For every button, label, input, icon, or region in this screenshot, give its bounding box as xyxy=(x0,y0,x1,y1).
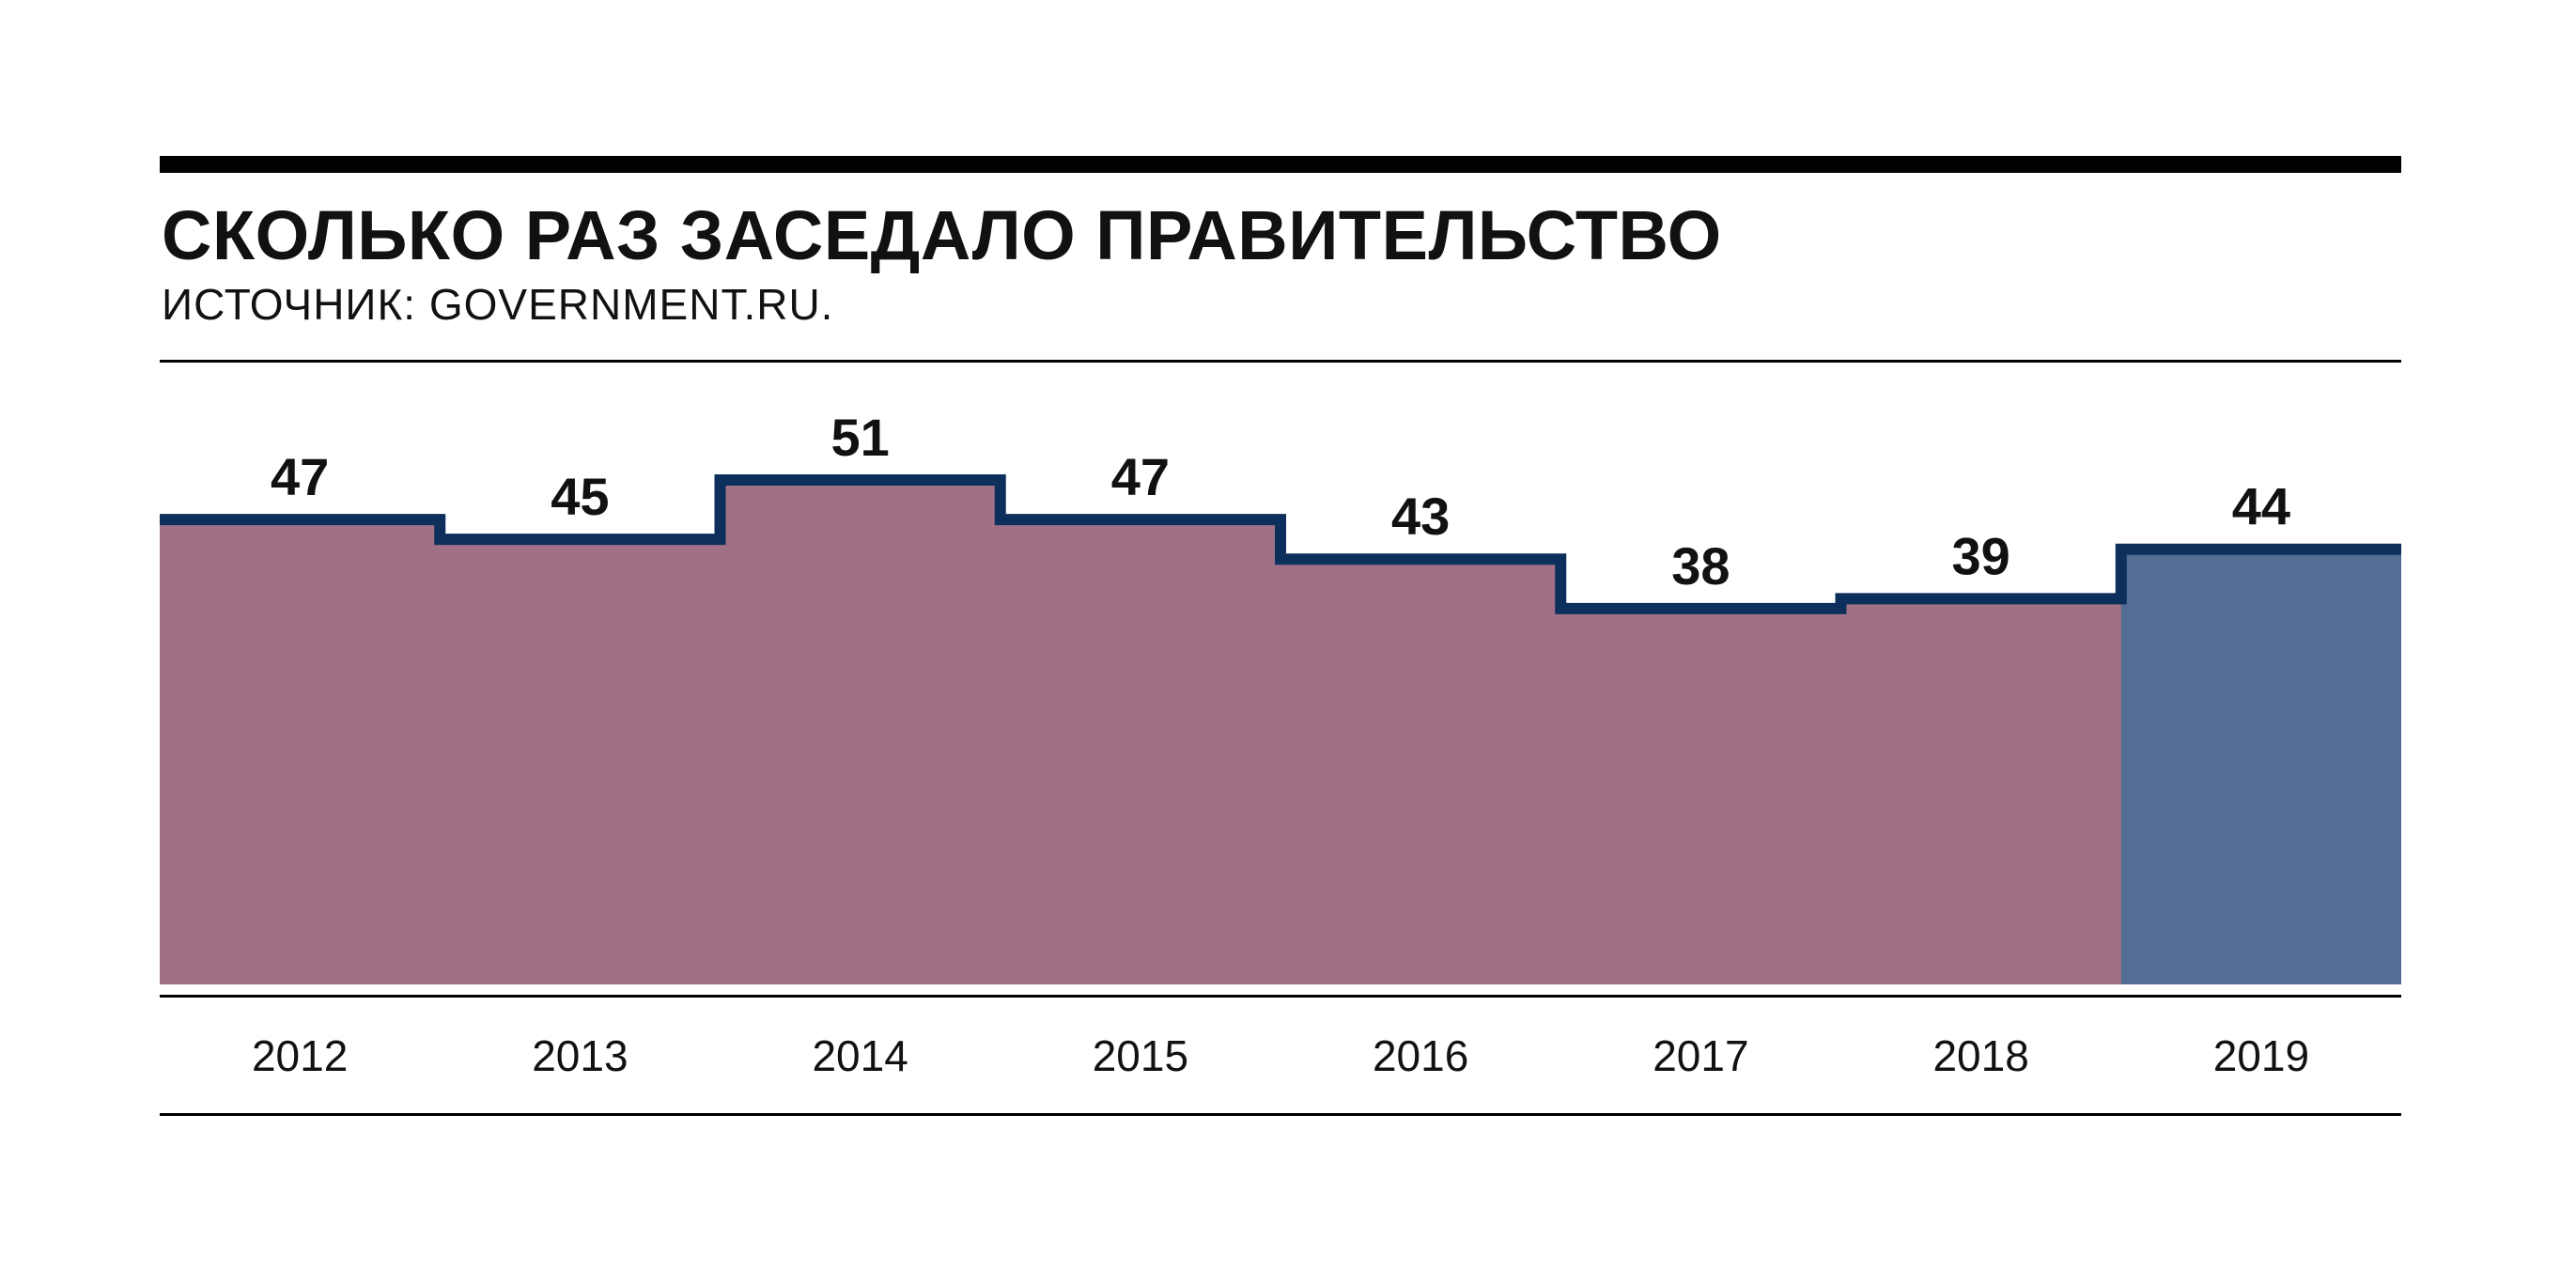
value-label-2013: 45 xyxy=(551,467,609,526)
value-label-2012: 47 xyxy=(271,447,329,506)
x-axis-rule-top xyxy=(160,995,2401,998)
value-label-2019: 44 xyxy=(2232,477,2290,536)
bars-layer xyxy=(160,480,2401,984)
value-label-2015: 47 xyxy=(1111,447,1170,506)
step-outline xyxy=(160,474,2401,614)
x-axis-rule-bottom xyxy=(160,1113,2401,1116)
bar-2018 xyxy=(1840,598,2122,984)
bar-2014 xyxy=(720,480,1001,984)
value-label-2018: 39 xyxy=(1951,526,2010,585)
bar-2016 xyxy=(1280,559,1561,984)
bar-2013 xyxy=(440,539,721,984)
value-label-2017: 38 xyxy=(1671,536,1730,596)
x-tick-label-2012: 2012 xyxy=(252,1031,348,1080)
value-label-2014: 51 xyxy=(830,408,889,467)
value-label-2016: 43 xyxy=(1391,487,1450,546)
bar-2015 xyxy=(1000,519,1281,984)
x-tick-label-2015: 2015 xyxy=(1093,1031,1188,1080)
chart-title: СКОЛЬКО РАЗ ЗАСЕДАЛО ПРАВИТЕЛЬСТВО xyxy=(162,196,1722,274)
bar-2017 xyxy=(1560,608,1841,984)
x-tick-label-2019: 2019 xyxy=(2213,1031,2309,1080)
header-rule xyxy=(160,360,2401,363)
top-rule xyxy=(160,156,2401,173)
axis-layer: 2012 2013 2014 2015 2016 2017 2018 2019 xyxy=(160,995,2401,1116)
x-tick-label-2013: 2013 xyxy=(532,1031,628,1080)
outline-layer xyxy=(160,474,2401,614)
bar-2019 xyxy=(2120,549,2401,984)
x-tick-label-2016: 2016 xyxy=(1373,1031,1468,1080)
x-tick-label-2017: 2017 xyxy=(1653,1031,1748,1080)
bar-2012 xyxy=(160,519,441,984)
labels-layer: 47 45 51 47 43 38 39 44 xyxy=(271,408,2290,596)
chart-source: ИСТОЧНИК: GOVERNMENT.RU. xyxy=(162,280,834,329)
x-tick-label-2014: 2014 xyxy=(812,1031,908,1080)
x-tick-label-2018: 2018 xyxy=(1932,1031,2028,1080)
